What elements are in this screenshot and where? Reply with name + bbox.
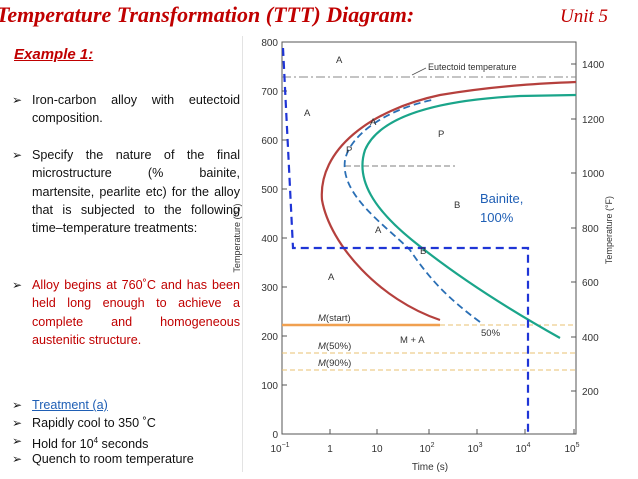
region-b-small: B: [420, 246, 426, 257]
cooling-path: [281, 47, 530, 434]
c-tick-500: 500: [261, 185, 278, 196]
slide-title: Temperature Transformation (TTT) Diagram…: [0, 2, 415, 27]
mid-curve: [343, 99, 481, 323]
c-tick-800: 800: [261, 38, 278, 49]
x-tick-1e3: 103: [467, 442, 482, 455]
xlabel-time: Time (s): [412, 462, 448, 473]
bullet-initial-state: ➢ Alloy begins at 760˚C and has been hel…: [12, 278, 240, 347]
arrow-bullet-icon: ➢: [12, 398, 23, 412]
region-a-pa: A: [370, 117, 377, 128]
bullet-step-hold: ➢ Hold for 104 seconds: [12, 434, 149, 452]
celsius-axis: 0 100 200 300 400 500 600 700 800: [261, 38, 287, 441]
arrow-bullet-icon: ➢: [12, 93, 23, 107]
label-50pct: 50%: [481, 328, 501, 339]
label-mstart: M(start): [318, 313, 351, 324]
arrow-bullet-icon: ➢: [12, 416, 23, 430]
region-a-left: A: [304, 108, 311, 119]
example-heading: Example 1:: [14, 46, 94, 63]
ylabel-fahrenheit: Temperature (°F): [604, 196, 614, 264]
finish-curve: [361, 93, 577, 339]
x-tick-10: 10: [371, 444, 383, 455]
bullet-treatment: ➢ Treatment (a): [12, 396, 240, 414]
text-panel: Example 1: ➢ Iron-carbon alloy with eute…: [8, 36, 243, 472]
arrow-bullet-icon: ➢: [12, 148, 23, 162]
region-a-low: A: [328, 272, 335, 283]
x-tick-1e5: 105: [564, 442, 579, 455]
c-tick-0: 0: [272, 430, 278, 441]
f-tick-1400: 1400: [582, 60, 605, 71]
arrow-bullet-icon: ➢: [12, 434, 23, 448]
c-tick-600: 600: [261, 136, 278, 147]
label-m50: M(50%): [318, 341, 351, 352]
arrow-bullet-icon: ➢: [12, 278, 23, 292]
ylabel-celsius: Temperature (°C): [232, 203, 242, 272]
region-p-small: P: [346, 145, 352, 156]
c-tick-700: 700: [261, 87, 278, 98]
c-tick-400: 400: [261, 234, 278, 245]
annotation-percent: 100%: [480, 210, 514, 225]
f-tick-1000: 1000: [582, 169, 605, 180]
f-tick-600: 600: [582, 278, 599, 289]
x-tick-1e2: 102: [419, 442, 434, 455]
region-a-top: A: [336, 55, 343, 66]
unit-label: Unit 5: [560, 6, 609, 27]
f-tick-200: 200: [582, 387, 599, 398]
x-tick-1: 1: [327, 444, 333, 455]
c-tick-300: 300: [261, 283, 278, 294]
bullet-composition: ➢ Iron-carbon alloy with eutectoid compo…: [12, 93, 240, 126]
region-p-right: P: [438, 129, 444, 140]
f-tick-400: 400: [582, 333, 599, 344]
label-m90: M(90%): [318, 358, 351, 369]
arrow-bullet-icon: ➢: [12, 452, 23, 466]
time-axis: 10−1 1 10 102 103 104 105: [270, 429, 580, 455]
c-tick-200: 200: [261, 332, 278, 343]
annotation-bainite: Bainite,: [480, 191, 523, 206]
x-tick-1e-1: 10−1: [270, 442, 289, 455]
f-tick-800: 800: [582, 224, 599, 235]
eutectoid-label: Eutectoid temperature: [428, 62, 517, 72]
region-a-ab: A: [375, 225, 382, 236]
start-curve: [320, 80, 577, 322]
bullet-step-quench: ➢ Quench to room temperature: [12, 450, 240, 468]
x-tick-1e4: 104: [515, 442, 530, 455]
f-tick-1200: 1200: [582, 115, 605, 126]
region-b-right: B: [454, 200, 460, 211]
region-ma: M + A: [400, 335, 425, 346]
eutectoid-pointer: [411, 67, 427, 76]
bullet-step-cool: ➢ Rapidly cool to 350 ˚C: [12, 414, 240, 432]
fahrenheit-axis: 200 400 600 800 1000 1200 1400: [571, 60, 605, 398]
bullet-task: ➢ Specify the nature of the final micros…: [12, 148, 240, 236]
c-tick-100: 100: [261, 381, 278, 392]
